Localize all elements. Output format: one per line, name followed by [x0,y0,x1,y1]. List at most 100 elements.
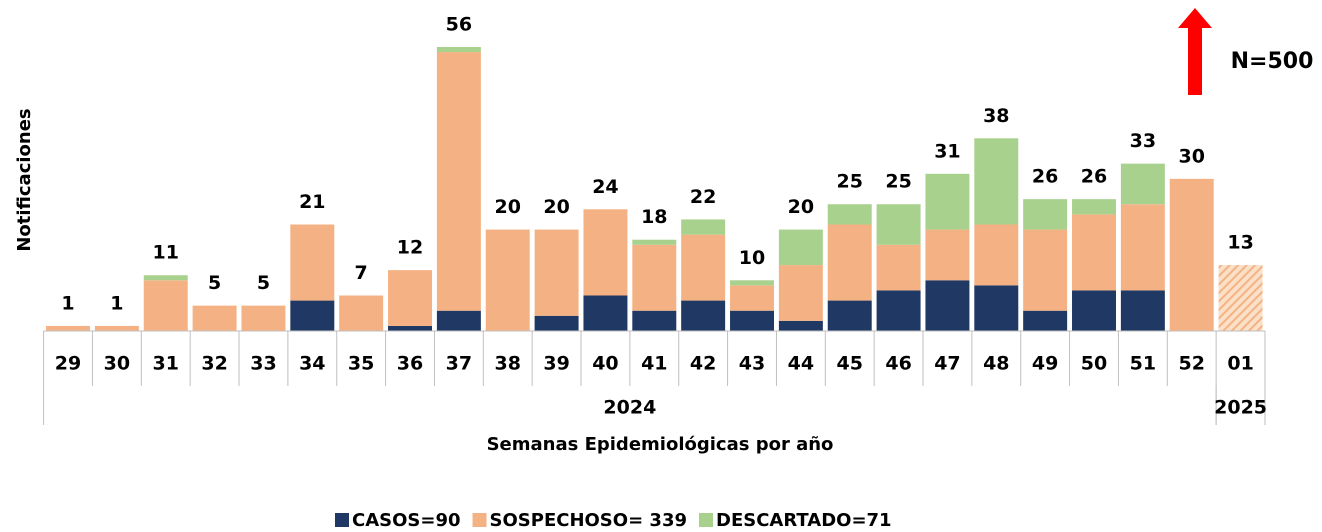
bar-segment [583,295,628,331]
x-tick-label: 01 [1227,353,1253,375]
bar-segment [730,285,774,311]
x-tick-label: 44 [788,353,814,375]
legend-swatch [699,513,713,527]
x-tick-label: 33 [250,353,276,375]
bar-segment [925,229,970,281]
bar-segment [436,310,481,331]
total-label: 26 [1032,166,1058,188]
bar-segment [388,325,433,331]
total-label: 31 [934,140,960,162]
bar-segment [681,234,726,301]
bar-segment [1218,265,1263,331]
x-tick-label: 47 [934,353,960,375]
x-tick-label: 38 [495,353,521,375]
legend-label: SOSPECHOSO= 339 [490,510,687,531]
bar-segment [632,239,677,245]
total-label: 20 [788,196,814,218]
x-tick-label: 35 [348,353,374,375]
total-label: 10 [739,247,765,269]
total-label: 13 [1227,232,1253,254]
bar-segment [1023,310,1068,331]
bar-segment [730,310,774,331]
total-label: 18 [641,206,667,228]
total-label: 11 [153,242,179,264]
bar-segment [388,270,433,326]
x-tick-label: 45 [836,353,862,375]
bar-segment [1072,290,1116,331]
x-axis-label: Semanas Epidemiológicas por año [487,434,834,455]
x-tick-label: 37 [446,353,472,375]
bar-segment [876,290,921,331]
bar-segment [876,204,921,245]
bar-segment [534,229,579,316]
x-tick-label: 41 [641,353,667,375]
legend-label: CASOS=90 [352,510,461,531]
x-tick-label: 39 [543,353,569,375]
total-label: 38 [983,105,1009,127]
bar-segment [876,244,921,291]
x-tick-label: 34 [299,353,325,375]
total-label: 5 [208,272,221,294]
bar-segment [974,138,1019,225]
bar-segment [583,209,628,296]
x-tick-label: 49 [1032,353,1058,375]
bar-segment [974,285,1019,331]
total-label: 25 [885,171,911,193]
bar-segment [778,265,823,321]
total-label: 26 [1081,166,1107,188]
bar-segment [1120,204,1165,291]
bar-segment [1023,229,1068,311]
total-label: 5 [257,272,270,294]
total-label: 12 [397,237,423,259]
bar-segment [1072,214,1116,291]
total-label: 7 [355,262,368,284]
total-label: 1 [110,292,123,314]
x-tick-label: 36 [397,353,423,375]
bar-segment [681,300,726,331]
x-tick-label: 32 [201,353,227,375]
bar-segment [827,224,872,301]
total-label: 56 [446,14,472,36]
y-axis-label: Notificaciones [14,108,35,251]
legend-swatch [335,513,349,527]
bar-segment [143,280,188,331]
x-tick-label: 42 [690,353,716,375]
bar-segment [1120,163,1165,205]
x-tick-label: 48 [983,353,1009,375]
total-label: 33 [1130,130,1156,152]
bar-segment [1023,199,1068,230]
bar-segment [534,315,579,331]
bar-segment [436,52,481,311]
legend-label: DESCARTADO=71 [716,510,892,531]
bar-segment [632,244,677,311]
x-tick-label: 51 [1130,353,1156,375]
bar-segment [339,295,384,331]
bar-segment [290,300,335,331]
bar-segment [730,280,774,286]
bar-segment [827,204,872,225]
total-label: 20 [543,196,569,218]
bar-segment [778,229,823,266]
total-label: 30 [1178,145,1204,167]
x-tick-label: 50 [1081,353,1107,375]
bar-segment [192,305,237,331]
bar-segment [974,224,1019,286]
annotation: N=500 [1231,49,1314,74]
group-label: 2025 [1214,397,1267,419]
x-tick-label: 29 [55,353,81,375]
x-tick-label: 43 [739,353,765,375]
total-label: 21 [299,191,325,213]
bar-segment [143,275,188,281]
bar-segment [290,224,335,301]
x-tick-label: 31 [153,353,179,375]
bar-segment [827,300,872,331]
legend: CASOS=90 SOSPECHOSO= 339 DESCARTADO=71 [335,510,892,531]
group-label: 2024 [603,397,656,419]
bar-segment [925,173,970,230]
x-tick-label: 40 [592,353,618,375]
bar-segment [46,325,91,331]
bar-segment [778,320,823,331]
total-label: 20 [495,196,521,218]
bar-segment [632,310,677,331]
bar-segment [94,325,139,331]
